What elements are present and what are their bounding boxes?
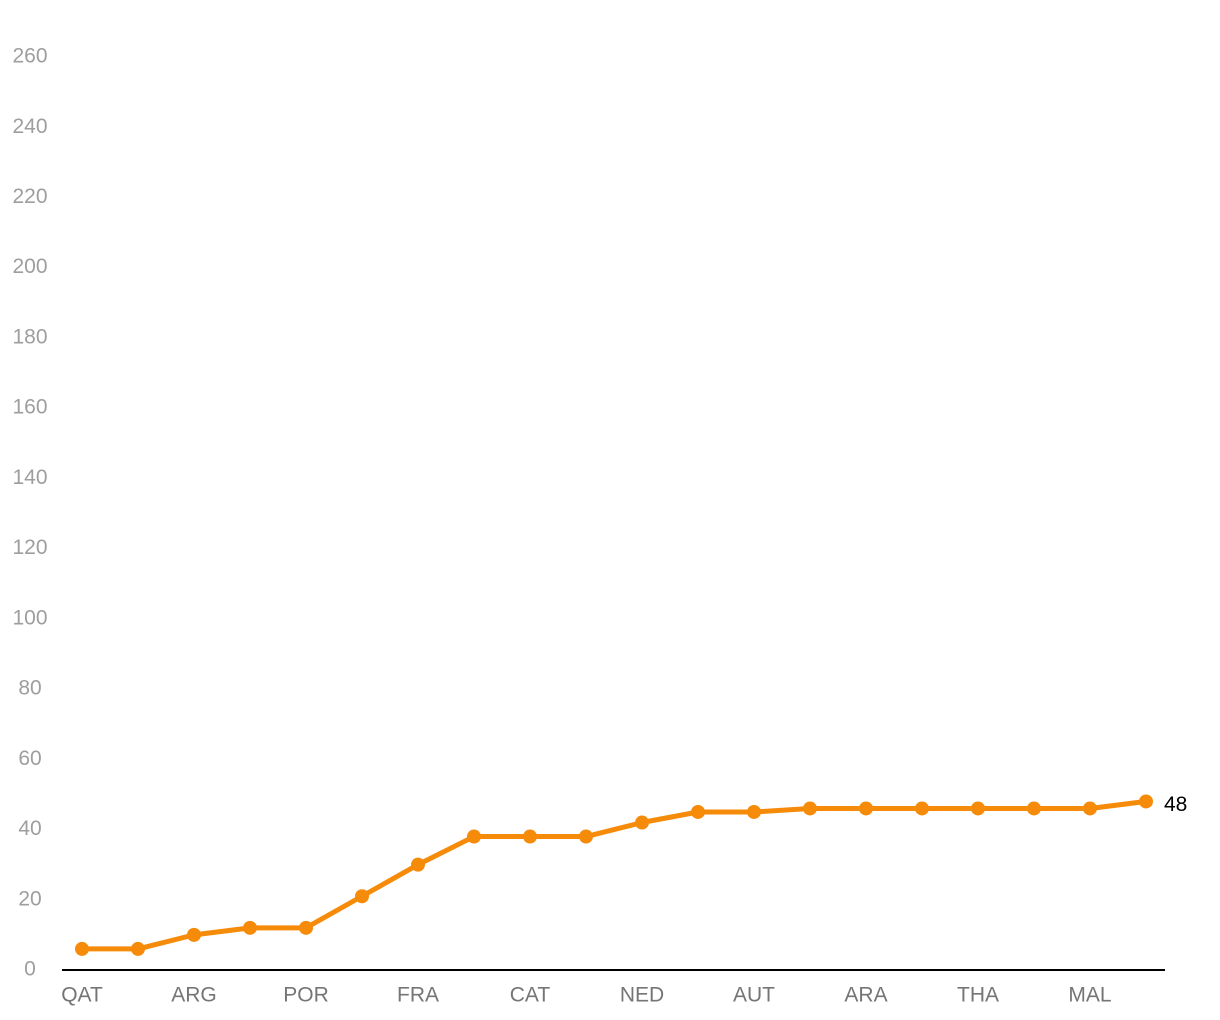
x-tick-label: NED bbox=[620, 984, 664, 1007]
point bbox=[859, 801, 873, 816]
y-tick-label: 180 bbox=[12, 325, 47, 348]
x-tick-label: ARA bbox=[844, 984, 887, 1007]
y-tick-label: 80 bbox=[18, 677, 41, 700]
y-tick-label: 200 bbox=[12, 255, 47, 278]
x-tick-label: QAT bbox=[61, 984, 103, 1007]
x-tick-label: MAL bbox=[1068, 984, 1111, 1007]
x-tick-label: POR bbox=[283, 984, 329, 1007]
y-tick-label: 40 bbox=[18, 817, 41, 840]
x-tick-label: CAT bbox=[510, 984, 551, 1007]
y-tick-label: 120 bbox=[12, 536, 47, 559]
y-tick-label: 0 bbox=[24, 958, 36, 981]
y-tick-label: 260 bbox=[12, 45, 47, 68]
point bbox=[1027, 801, 1041, 816]
point bbox=[635, 815, 649, 830]
point bbox=[299, 920, 313, 935]
y-tick-label: 60 bbox=[18, 747, 41, 770]
x-tick-label: AUT bbox=[733, 984, 775, 1007]
point bbox=[355, 889, 369, 904]
y-tick-label: 20 bbox=[18, 887, 41, 910]
y-tick-label: 240 bbox=[12, 115, 47, 138]
point bbox=[691, 804, 705, 819]
x-tick-label: ARG bbox=[171, 984, 217, 1007]
point bbox=[803, 801, 817, 816]
point bbox=[747, 804, 761, 819]
point bbox=[1139, 794, 1153, 809]
point bbox=[971, 801, 985, 816]
point bbox=[75, 941, 89, 956]
y-tick-label: 140 bbox=[12, 466, 47, 489]
point bbox=[915, 801, 929, 816]
point bbox=[579, 829, 593, 844]
y-tick-label: 160 bbox=[12, 396, 47, 419]
point bbox=[243, 920, 257, 935]
point bbox=[523, 829, 537, 844]
y-tick-label: 100 bbox=[12, 606, 47, 629]
line bbox=[82, 798, 1147, 952]
point bbox=[187, 927, 201, 942]
point bbox=[131, 941, 145, 956]
data-label: 48 bbox=[1164, 793, 1187, 816]
y-tick-label: 220 bbox=[12, 185, 47, 208]
point bbox=[467, 829, 481, 844]
x-tick-label: FRA bbox=[397, 984, 439, 1007]
x-tick-label: THA bbox=[957, 984, 999, 1007]
point bbox=[411, 857, 425, 872]
point bbox=[1083, 801, 1097, 816]
